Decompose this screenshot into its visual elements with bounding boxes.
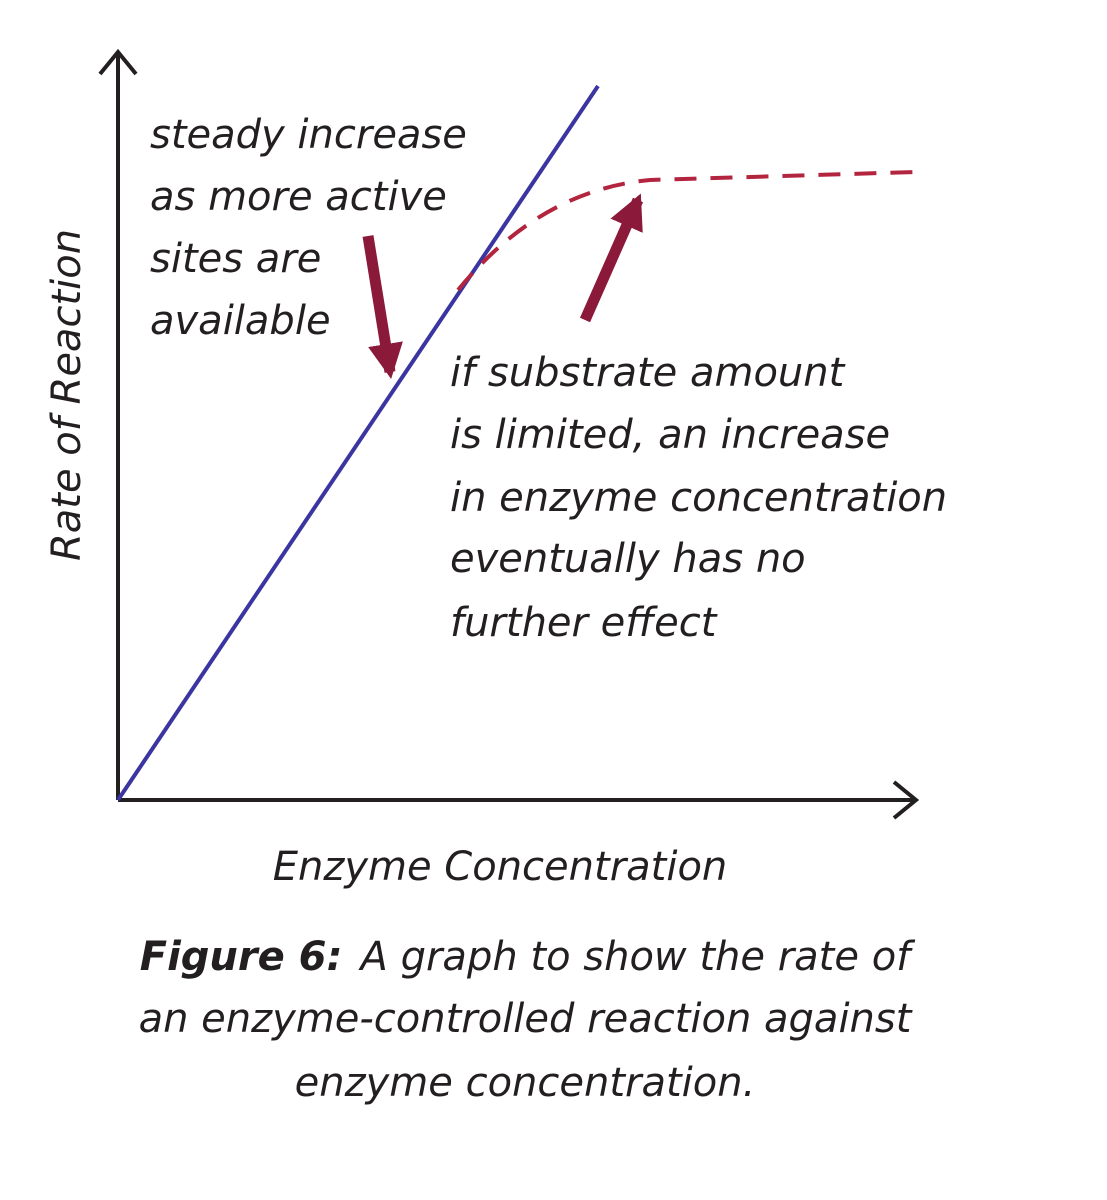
annotation-line: is limited, an increase	[450, 412, 890, 458]
x-axis-label: Enzyme Concentration	[273, 844, 728, 890]
annotation: steady increase as more active sites are…	[150, 112, 467, 344]
caption-line: an enzyme-controlled reaction against	[139, 996, 913, 1042]
annotation-arrow	[579, 193, 644, 323]
annotation: if substrate amount is limited, an incre…	[450, 350, 947, 646]
y-axis-arrowhead	[98, 48, 138, 76]
linear-curve	[116, 84, 600, 802]
plateau-curve	[456, 170, 916, 292]
caption-line: Figure 6: A graph to show the rate of	[140, 934, 916, 980]
annotation-line: as more active	[150, 174, 447, 220]
annotation-line: further effect	[450, 600, 718, 646]
caption-line: enzyme concentration.	[295, 1060, 756, 1106]
annotation-line: if substrate amount	[450, 350, 846, 396]
caption-text: A graph to show the rate of	[358, 934, 917, 980]
caption-label: Figure 6:	[140, 934, 343, 980]
axes	[98, 48, 920, 820]
annotation-line: sites are	[150, 236, 321, 282]
caption: Figure 6: A graph to show the rate of an …	[139, 934, 917, 1106]
annotation-line: steady increase	[150, 112, 467, 158]
annotation-line: eventually has no	[450, 536, 806, 582]
x-axis-arrowhead	[892, 780, 920, 820]
annotation-line: in enzyme concentration	[450, 475, 947, 521]
y-axis-label: Rate of Reaction	[44, 229, 90, 561]
annotation-arrow	[362, 235, 403, 379]
annotation-line: available	[150, 298, 331, 344]
